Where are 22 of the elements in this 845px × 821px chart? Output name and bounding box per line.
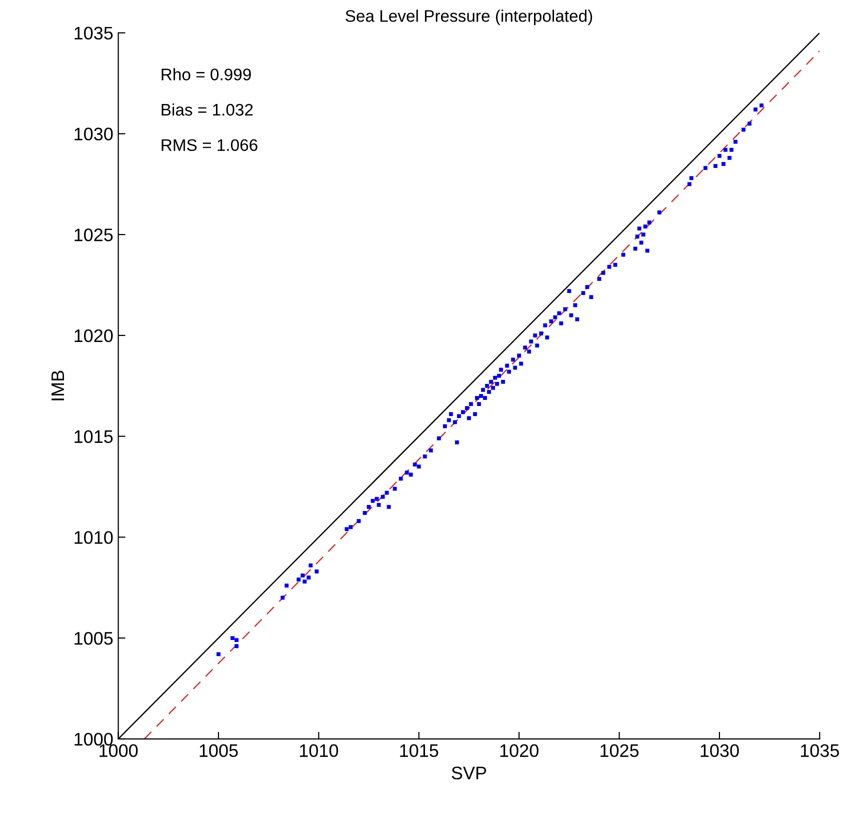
- y-tick-label: 1015: [74, 430, 113, 444]
- y-tick-label: 1000: [74, 732, 113, 746]
- x-tick-label: 1020: [500, 744, 538, 758]
- y-tick-label: 1010: [74, 531, 113, 544]
- x-tick-label: 1030: [700, 744, 739, 758]
- annotation: Bias = 1.032: [162, 103, 253, 116]
- x-tick-label: 1035: [800, 744, 839, 758]
- x-tick-label: 1025: [600, 744, 639, 758]
- y-tick-label: 1030: [74, 128, 113, 140]
- annotation: Rho = 0.999: [162, 68, 251, 80]
- x-tick-label: 1010: [300, 744, 338, 758]
- y-tick-label: 1005: [74, 632, 113, 645]
- y-tick-label: 1020: [74, 329, 113, 342]
- y-tick-label: 1025: [74, 228, 113, 242]
- x-tick-label: 1015: [400, 744, 438, 758]
- chart-title: Sea Level Pressure (interpolated): [346, 10, 592, 26]
- annotation: RMS = 1.066: [162, 139, 258, 151]
- y-axis-title: IMB: [52, 370, 64, 400]
- x-tick-label: 1000: [100, 744, 138, 758]
- x-axis-title: SVP: [452, 766, 486, 780]
- y-tick-label: 1035: [74, 26, 113, 40]
- x-tick-label: 1005: [200, 744, 238, 758]
